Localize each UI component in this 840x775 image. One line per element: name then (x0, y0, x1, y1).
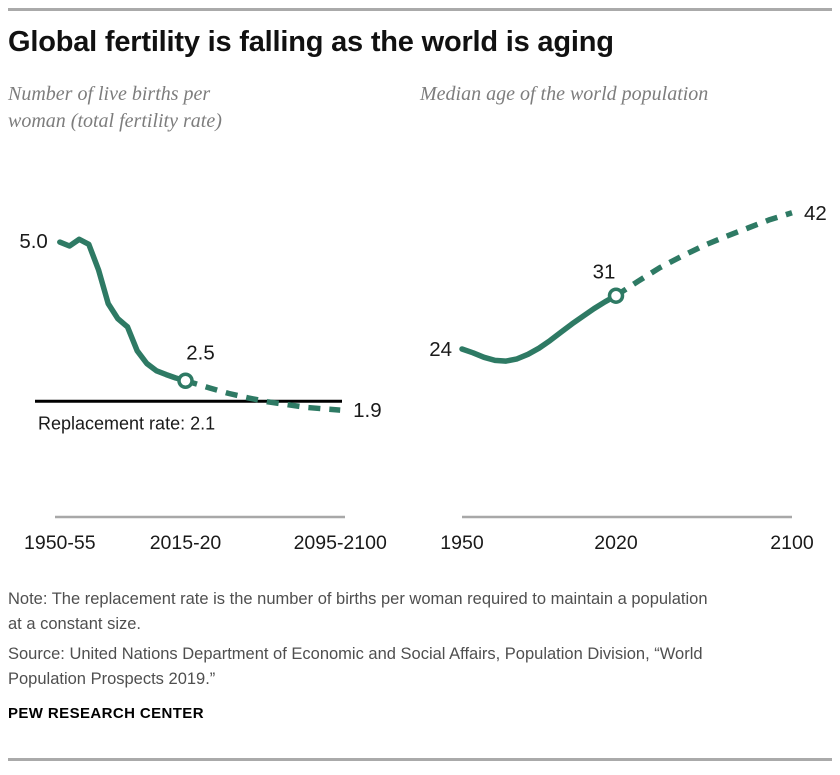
observed-line (459, 292, 619, 364)
charts-row: Replacement rate: 2.1 1950-55 2015-20 2095-… (0, 167, 840, 567)
marker-value-label: 31 (593, 261, 616, 284)
start-value-label: 24 (429, 338, 452, 361)
left-chart-subtitle-container: Number of live births per woman (total f… (0, 81, 420, 135)
fertility-line-chart: Replacement rate: 2.1 1950-55 2015-20 2095-… (19, 230, 387, 554)
page-title: Global fertility is falling as the world… (8, 26, 614, 58)
x-tick-label: 2095-2100 (294, 532, 387, 554)
chart-subtitles: Number of live births per woman (total f… (0, 81, 840, 135)
bottom-rule (8, 758, 832, 761)
x-tick-label: 2100 (770, 532, 814, 554)
right-chart-subtitle: Median age of the world population (420, 83, 709, 105)
projection-start-marker (607, 287, 625, 304)
x-tick-label: 1950 (440, 532, 484, 554)
end-value-label: 1.9 (353, 399, 382, 422)
pew-research-center-label: PEW RESEARCH CENTER (8, 705, 204, 722)
start-value-label: 5.0 (19, 230, 48, 253)
note-text: Note: The replacement rate is the number… (8, 590, 708, 633)
x-tick-label: 2020 (594, 532, 638, 554)
source-text: Source: United Nations Department of Eco… (8, 645, 703, 688)
x-tick-label: 2015-20 (150, 532, 222, 554)
top-rule (8, 8, 832, 11)
projection-start-marker (177, 372, 194, 389)
projected-line (614, 210, 793, 299)
marker-value-label: 2.5 (186, 342, 215, 365)
right-chart-subtitle-container: Median age of the world population (420, 81, 840, 135)
observed-line (57, 236, 189, 384)
x-tick-label: 1950-55 (24, 532, 96, 554)
projected-line (184, 378, 341, 413)
median-age-line-chart: 1950 2020 2100 31 24 42 (429, 202, 827, 554)
end-value-label: 42 (804, 202, 827, 225)
left-chart-subtitle: Number of live births per woman (total f… (8, 83, 222, 132)
replacement-rate-label: Replacement rate: 2.1 (38, 413, 215, 433)
